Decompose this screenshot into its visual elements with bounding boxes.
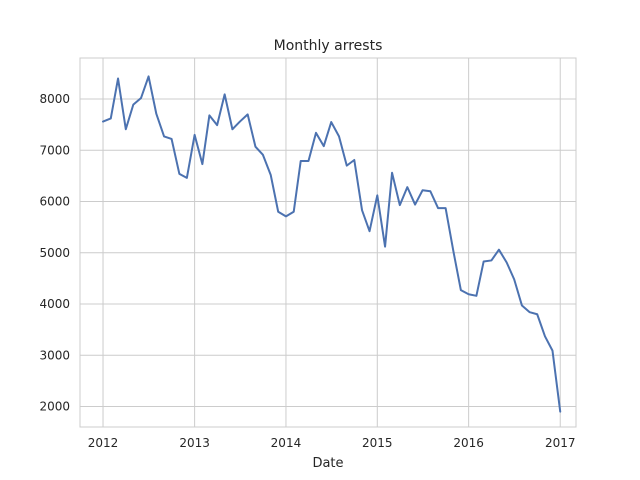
- y-tick-label: 7000: [39, 143, 70, 157]
- y-tick-label: 8000: [39, 92, 70, 106]
- x-tick-label: 2014: [271, 436, 302, 450]
- y-tick-label: 3000: [39, 348, 70, 362]
- x-tick-label: 2012: [88, 436, 119, 450]
- x-tick-label: 2015: [362, 436, 393, 450]
- x-tick-label: 2016: [453, 436, 484, 450]
- x-tick-label: 2017: [545, 436, 576, 450]
- plot-frame: [79, 57, 577, 428]
- y-tick-label: 6000: [39, 195, 70, 209]
- y-tick-label: 2000: [39, 400, 70, 414]
- series-line: [102, 75, 562, 413]
- x-gridlines: [102, 58, 561, 427]
- y-tick-label: 4000: [39, 297, 70, 311]
- x-tick-labels: 2012 2013 2014 2015 2016 2017: [88, 436, 576, 450]
- x-tick-label: 2013: [179, 436, 210, 450]
- chart-title: Monthly arrests: [274, 38, 383, 54]
- y-tick-labels: 2000 3000 4000 5000 6000 7000 8000: [39, 92, 70, 414]
- x-axis-label: Date: [312, 456, 343, 471]
- y-tick-label: 5000: [39, 246, 70, 260]
- y-gridlines: [80, 98, 576, 407]
